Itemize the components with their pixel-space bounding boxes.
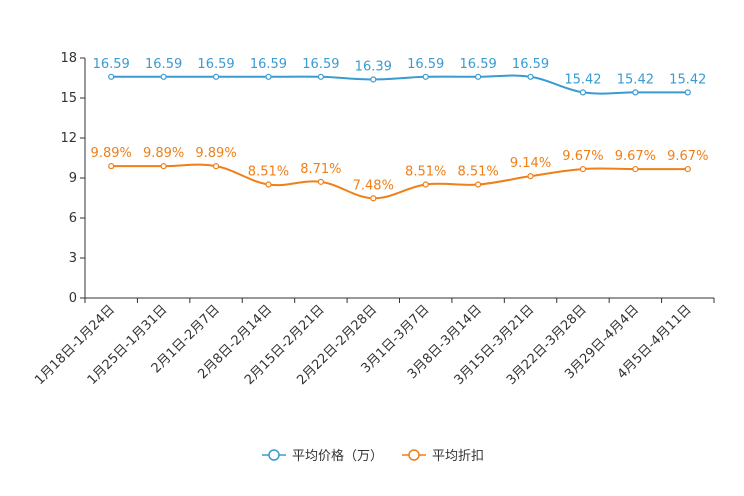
data-label: 16.59 — [302, 57, 339, 72]
data-label: 9.67% — [667, 149, 708, 164]
data-label: 9.67% — [615, 149, 656, 164]
legend-label-1: 平均价格（万） — [292, 448, 383, 464]
legend-label-2: 平均折扣 — [432, 449, 484, 464]
data-label: 16.59 — [250, 57, 287, 72]
data-point — [160, 163, 167, 170]
data-label: 8.71% — [300, 162, 341, 177]
data-point — [475, 73, 482, 80]
data-point — [212, 163, 220, 170]
data-label: 9.67% — [562, 149, 603, 164]
data-label: 9.14% — [510, 156, 551, 171]
data-point — [527, 73, 534, 80]
data-point — [108, 73, 115, 80]
data-point — [475, 181, 482, 188]
data-label: 16.59 — [145, 57, 182, 72]
data-label: 16.59 — [512, 57, 549, 72]
data-point — [160, 73, 167, 80]
data-label: 8.51% — [248, 165, 289, 180]
data-point — [317, 178, 324, 185]
data-label: 16.59 — [197, 57, 234, 72]
data-label: 9.89% — [195, 146, 236, 161]
data-point — [265, 73, 272, 80]
data-point — [370, 76, 377, 83]
data-point — [212, 73, 220, 80]
legend-marker-1 — [268, 449, 280, 461]
data-point — [684, 89, 691, 96]
y-tick-label: 6 — [69, 211, 77, 226]
data-label: 9.89% — [91, 146, 132, 161]
data-point — [422, 73, 429, 80]
series-line-1 — [111, 74, 688, 95]
legend-marker-2 — [408, 449, 420, 461]
data-point — [579, 165, 587, 173]
data-point — [632, 165, 639, 173]
data-label: 16.39 — [355, 59, 392, 74]
data-label: 9.89% — [143, 146, 184, 161]
data-label: 15.42 — [564, 72, 601, 87]
data-point — [527, 173, 534, 180]
data-point — [370, 195, 377, 202]
y-tick-label: 18 — [60, 51, 77, 66]
y-tick-label: 12 — [60, 131, 77, 146]
data-point — [317, 73, 324, 80]
data-label: 8.51% — [457, 165, 498, 180]
y-tick-label: 15 — [60, 91, 77, 106]
data-point — [632, 89, 639, 96]
data-label: 16.59 — [407, 57, 444, 72]
data-label: 8.51% — [405, 165, 446, 180]
data-point — [422, 181, 429, 188]
y-tick-label: 3 — [69, 251, 77, 266]
data-point — [684, 165, 691, 173]
data-point — [108, 163, 115, 170]
y-tick-label: 0 — [69, 291, 77, 306]
data-label: 16.59 — [93, 57, 130, 72]
data-point — [579, 89, 587, 96]
y-tick-label: 9 — [69, 171, 77, 186]
data-label: 15.42 — [617, 72, 654, 87]
data-point — [265, 181, 272, 188]
data-label: 16.59 — [460, 57, 497, 72]
data-label: 15.42 — [669, 72, 706, 87]
series-line-2 — [111, 163, 688, 200]
data-label: 7.48% — [353, 178, 394, 193]
